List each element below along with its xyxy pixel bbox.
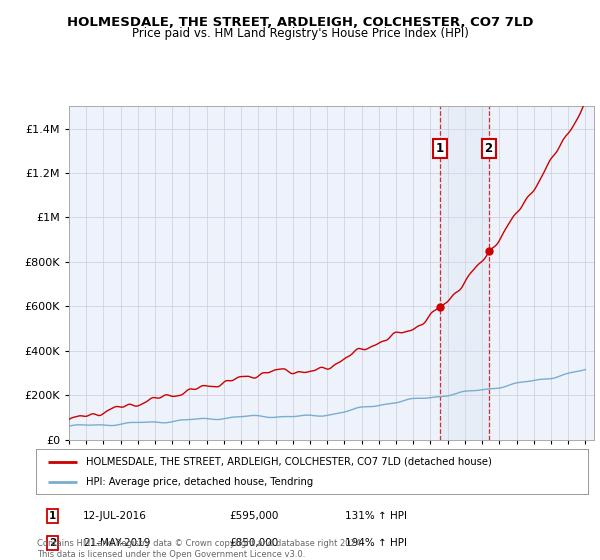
Text: £850,000: £850,000	[229, 538, 278, 548]
Bar	[440, 106, 488, 440]
Text: Contains HM Land Registry data © Crown copyright and database right 2024.
This d: Contains HM Land Registry data © Crown c…	[37, 539, 364, 559]
Text: HOLMESDALE, THE STREET, ARDLEIGH, COLCHESTER, CO7 7LD (detached house): HOLMESDALE, THE STREET, ARDLEIGH, COLCHE…	[86, 456, 491, 466]
Text: 12-JUL-2016: 12-JUL-2016	[83, 511, 147, 521]
Text: HOLMESDALE, THE STREET, ARDLEIGH, COLCHESTER, CO7 7LD: HOLMESDALE, THE STREET, ARDLEIGH, COLCHE…	[67, 16, 533, 29]
Text: 2: 2	[49, 538, 56, 548]
Text: HPI: Average price, detached house, Tendring: HPI: Average price, detached house, Tend…	[86, 477, 313, 487]
Text: 131% ↑ HPI: 131% ↑ HPI	[345, 511, 407, 521]
Text: 21-MAY-2019: 21-MAY-2019	[83, 538, 150, 548]
Text: Price paid vs. HM Land Registry's House Price Index (HPI): Price paid vs. HM Land Registry's House …	[131, 27, 469, 40]
Text: 2: 2	[485, 142, 493, 155]
Text: £595,000: £595,000	[229, 511, 278, 521]
Text: 1: 1	[49, 511, 56, 521]
Text: 194% ↑ HPI: 194% ↑ HPI	[345, 538, 407, 548]
Text: 1: 1	[436, 142, 443, 155]
